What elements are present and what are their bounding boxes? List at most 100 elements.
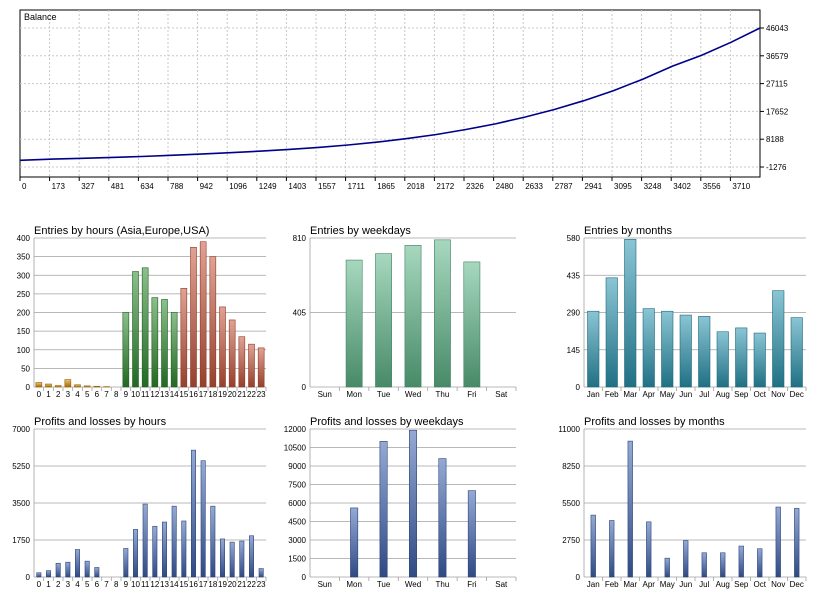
pl_weekdays-x-tick-label: Tue <box>377 580 391 589</box>
balance-y-tick-label: 36579 <box>766 52 789 61</box>
balance-chart: 46043 36579 27115 17652 8188 -1276 0 173 327 481 6… <box>19 9 789 191</box>
entries_months-bar <box>679 314 692 388</box>
entries_months-x-tick-label: Oct <box>754 390 767 399</box>
pl_hours-x-tick-label: 17 <box>199 580 208 589</box>
entries_hours-bar <box>161 299 168 388</box>
pl_hours-bar <box>171 505 177 578</box>
pl_hours-y-tick-label: 5250 <box>12 462 30 471</box>
pl_weekdays-y-tick-label: 4500 <box>288 518 306 527</box>
pl_hours-x-tick-label: 2 <box>56 580 61 589</box>
balance-y-tick-label: 8188 <box>766 135 784 144</box>
pl_months-x-tick-label: Dec <box>790 580 804 589</box>
balance-x-tick-label: 2787 <box>555 182 573 191</box>
pl_hours-x-tick-label: 10 <box>131 580 140 589</box>
entries_hours-bar <box>93 385 101 388</box>
entries_weekdays-bar <box>345 259 363 388</box>
pl_hours-x-tick-label: 1 <box>46 580 51 589</box>
entries_hours-x-tick-label: 6 <box>95 390 100 399</box>
pl_weekdays-y-tick-label: 1500 <box>288 555 306 564</box>
entries_months-y-tick-label: 0 <box>576 383 581 392</box>
entries_hours-bar <box>248 343 255 388</box>
balance-plot-frame <box>19 9 761 178</box>
pl_months-bar <box>664 557 670 578</box>
entries_hours-y-tick-label: 250 <box>17 290 31 299</box>
entries_months-x-tick-label: Dec <box>790 390 804 399</box>
pl_months-x-tick-label: Feb <box>605 580 619 589</box>
pl_hours-y-tick-label: 0 <box>26 573 31 582</box>
entries_hours-x-tick-label: 20 <box>228 390 237 399</box>
balance-x-tick-label: 1096 <box>229 182 247 191</box>
pl_months-x-tick-label: May <box>660 580 675 589</box>
entries_hours-bar <box>170 312 178 388</box>
pl_hours-bar <box>46 570 51 578</box>
pl_hours-x-tick-label: 18 <box>208 580 217 589</box>
entries_months-bar <box>735 327 748 388</box>
pl_hours-bar <box>162 521 167 578</box>
pl_hours-bar <box>84 560 90 578</box>
entries_hours-bar <box>54 385 62 388</box>
entries_hours-bar <box>45 383 52 388</box>
entries_months-y-tick-label: 435 <box>567 271 581 280</box>
entries_hours-bar <box>141 267 149 388</box>
pl_hours-x-tick-label: 5 <box>85 580 90 589</box>
pl_hours-title: Profits and losses by hours <box>34 416 167 428</box>
entries_hours-bar <box>180 287 188 388</box>
pl_months-bar <box>720 552 726 578</box>
entries_months-bar <box>661 310 674 388</box>
balance-x-tick-label: 1865 <box>377 182 395 191</box>
pl_hours-x-tick-label: 12 <box>150 580 159 589</box>
balance-x-tick-label: 634 <box>140 182 154 191</box>
pl_hours-y-tick-label: 7000 <box>12 425 30 434</box>
entries_hours-x-tick-label: 5 <box>85 390 90 399</box>
entries_hours-y-tick-label: 100 <box>17 346 31 355</box>
pl_hours-x-tick-label: 6 <box>95 580 100 589</box>
entries_hours-bar <box>122 312 130 388</box>
entries_months-bar <box>698 316 711 388</box>
balance-x-tick-label: 2941 <box>584 182 602 191</box>
entries_hours-y-tick-label: 150 <box>17 327 31 336</box>
pl_weekdays-y-tick-label: 10500 <box>284 444 307 453</box>
entries_hours-x-tick-label: 0 <box>37 390 42 399</box>
balance-x-tick-label: 3556 <box>703 182 721 191</box>
entries_hours-x-tick-label: 17 <box>199 390 208 399</box>
pl_hours-bar <box>258 568 264 578</box>
pl_hours-x-tick-label: 4 <box>75 580 80 589</box>
pl_hours-x-tick-label: 22 <box>247 580 256 589</box>
entries_hours-bar <box>209 256 217 388</box>
entries_hours-y-tick-label: 50 <box>21 364 30 373</box>
entries_hours-bar <box>199 241 207 388</box>
pl_hours-x-tick-label: 0 <box>37 580 42 589</box>
pl_hours-bar <box>220 538 225 578</box>
entries_months-x-tick-label: Aug <box>716 390 730 399</box>
entries_hours-y-tick-label: 350 <box>17 253 31 262</box>
balance-x-tick-label: 1557 <box>318 182 336 191</box>
balance-y-tick-label: -1276 <box>766 163 787 172</box>
pl_months-title: Profits and losses by months <box>584 416 725 428</box>
pl_months-x-tick-label: Aug <box>716 580 730 589</box>
balance-x-tick-label: 173 <box>52 182 66 191</box>
entries_months-x-tick-label: Jun <box>679 390 692 399</box>
entries_months-y-tick-label: 145 <box>567 346 581 355</box>
entries_hours-x-tick-label: 12 <box>150 390 159 399</box>
pl_months-bar <box>590 514 596 578</box>
entries_hours-bar <box>74 384 81 388</box>
entries_hours-bar <box>151 297 159 388</box>
pl_weekdays-bar <box>438 458 447 578</box>
pl_weekdays-bar <box>409 429 417 578</box>
entries_months-y-tick-label: 580 <box>567 234 581 243</box>
pl_hours-x-tick-label: 7 <box>104 580 109 589</box>
entries_hours-x-tick-label: 18 <box>208 390 217 399</box>
entries_months-bar <box>753 332 766 388</box>
pl_hours-bar <box>142 503 148 578</box>
entries_weekdays-bar <box>404 245 422 388</box>
entries_weekdays-x-tick-label: Wed <box>405 390 421 399</box>
pl_weekdays-title: Profits and losses by weekdays <box>310 416 464 428</box>
entries_hours-x-tick-label: 21 <box>237 390 246 399</box>
balance-x-tick-label: 2018 <box>407 182 425 191</box>
pl_hours-x-tick-label: 21 <box>237 580 246 589</box>
pl_months-bar <box>683 540 689 578</box>
pl_weekdays-y-tick-label: 6000 <box>288 499 306 508</box>
pl_hours-chart: Profits and losses by hours7000525035001… <box>12 416 267 589</box>
